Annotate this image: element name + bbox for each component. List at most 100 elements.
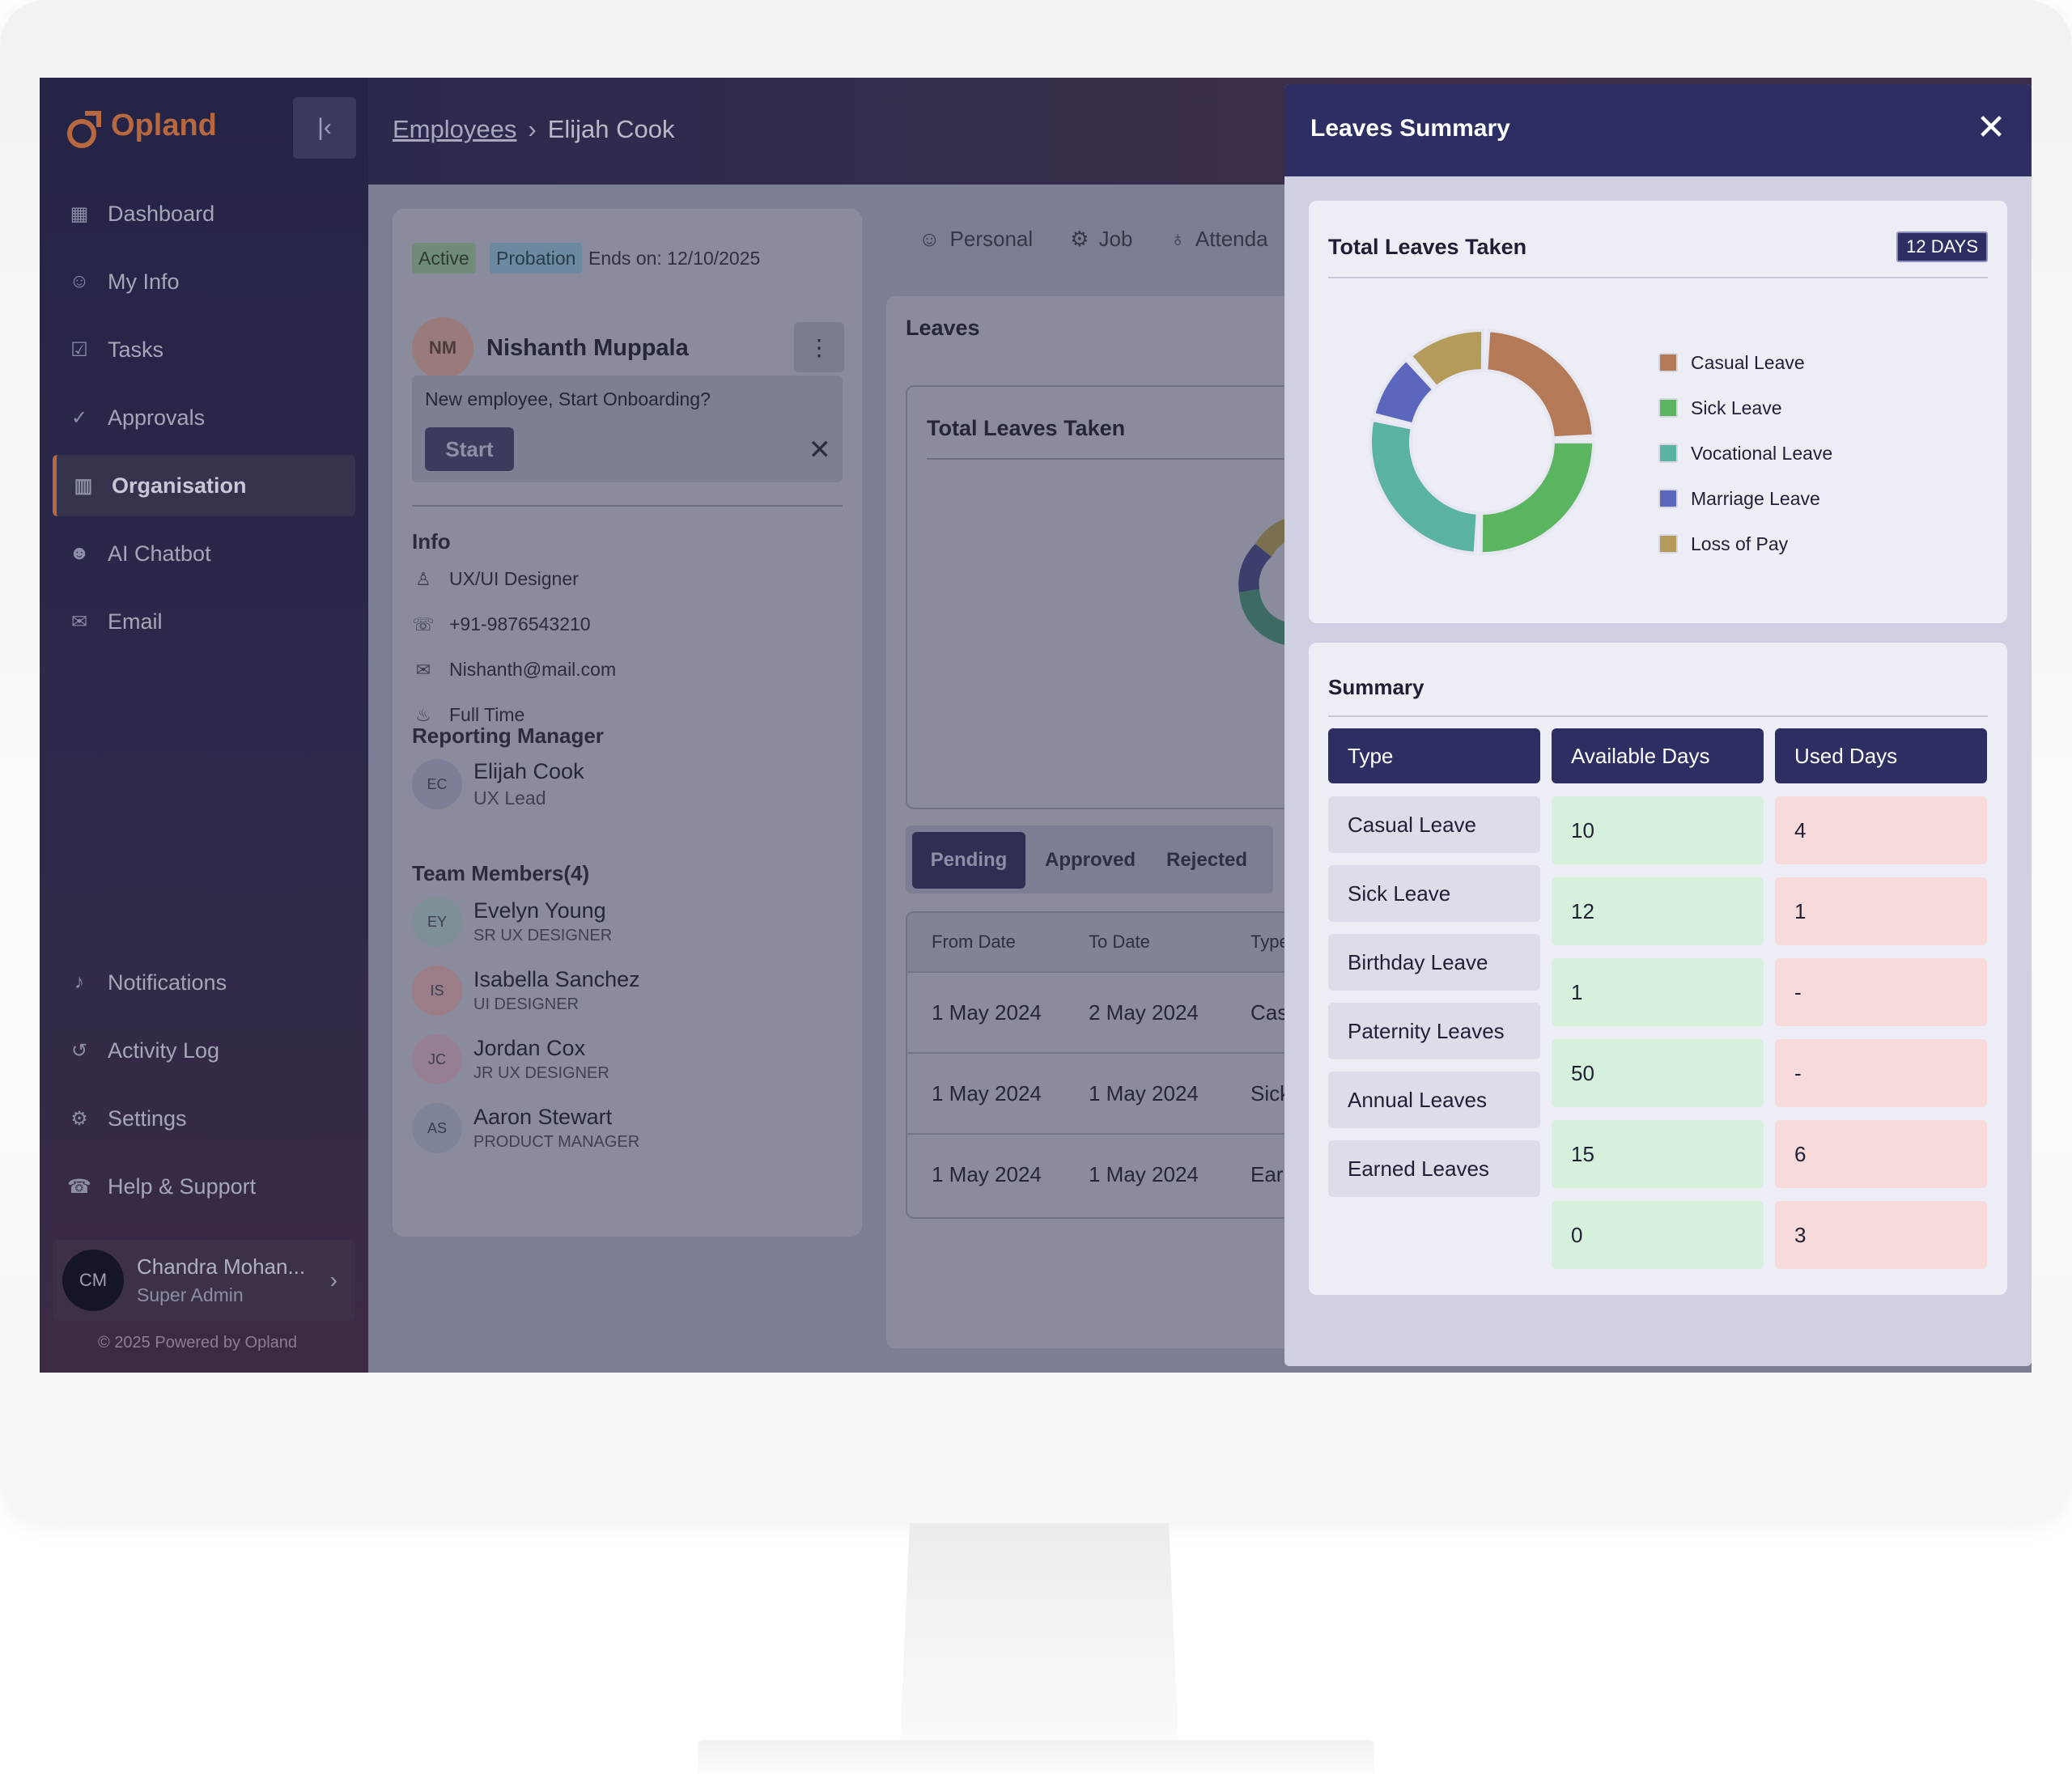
sidebar-item-ai-chatbot[interactable]: ☻ AI Chatbot xyxy=(53,523,355,584)
profile-card: Active Probation Ends on: 12/10/2025 NM … xyxy=(393,209,862,1237)
donut-slice-casual-leave[interactable] xyxy=(1484,329,1595,440)
team-members-heading: Team Members(4) xyxy=(412,861,590,885)
tab-attendance[interactable]: ♁ Attenda xyxy=(1170,227,1267,252)
tab-job[interactable]: ⚙ Job xyxy=(1070,227,1132,252)
more-options-button[interactable]: ⋮ xyxy=(794,322,844,372)
legend-swatch xyxy=(1658,489,1678,508)
partial-donut-chart xyxy=(1238,516,1293,646)
team-member[interactable]: EY Evelyn Young SR UX DESIGNER xyxy=(412,897,612,947)
column-header-type: Type xyxy=(1328,728,1540,783)
leave-type-cell: Paternity Leaves xyxy=(1328,1003,1540,1059)
sidebar-item-label: Tasks xyxy=(108,337,164,362)
legend-swatch xyxy=(1658,534,1678,554)
table-cell: 1 May 2024 xyxy=(1089,1161,1199,1186)
segment-approved[interactable]: Approved xyxy=(1045,849,1136,871)
sidebar-item-my-info[interactable]: ☺ My Info xyxy=(53,251,355,312)
legend-item[interactable]: Sick Leave xyxy=(1658,385,1832,431)
avatar: EC xyxy=(412,759,462,809)
summary-card: Summary Type Available Days Used Days Ca… xyxy=(1309,643,2007,1295)
sidebar-item-notifications[interactable]: ♪ Notifications xyxy=(53,952,355,1013)
column-header-used: Used Days xyxy=(1775,728,1987,783)
sidebar-item-label: My Info xyxy=(108,269,180,294)
member-role: JR UX DESIGNER xyxy=(473,1064,609,1082)
total-days-badge: 12 DAYS xyxy=(1896,231,1988,262)
member-name: Aaron Stewart xyxy=(473,1105,613,1129)
avatar: JC xyxy=(412,1034,462,1084)
segment-rejected[interactable]: Rejected xyxy=(1166,849,1248,871)
sidebar-item-label: Dashboard xyxy=(108,201,215,226)
member-role: PRODUCT MANAGER xyxy=(473,1133,640,1151)
avatar: EY xyxy=(412,897,462,947)
info-row: ♨ Full Time xyxy=(412,704,524,726)
legend-item[interactable]: Marriage Leave xyxy=(1658,476,1832,521)
legend-item[interactable]: Loss of Pay xyxy=(1658,521,1832,567)
legend-label: Loss of Pay xyxy=(1691,533,1789,554)
segment-pending[interactable]: Pending xyxy=(912,832,1025,889)
donut-slice-sick-leave[interactable] xyxy=(1479,439,1596,555)
legend-item[interactable]: Casual Leave xyxy=(1658,340,1832,385)
member-name: Evelyn Young xyxy=(473,898,606,923)
table-cell: 1 May 2024 xyxy=(932,1161,1042,1186)
start-onboarding-button[interactable]: Start xyxy=(425,427,514,471)
current-user-card[interactable]: CM Chandra Mohan... Super Admin › xyxy=(53,1240,355,1321)
sidebar-item-email[interactable]: ✉ Email xyxy=(53,591,355,652)
breadcrumb-employees-link[interactable]: Employees xyxy=(393,115,517,143)
collapse-sidebar-button[interactable]: |‹ xyxy=(293,97,356,159)
table-row[interactable]: 1 May 2024 1 May 2024 Sick xyxy=(907,1052,1390,1133)
leave-status-segmented-control: Pending Approved Rejected xyxy=(906,825,1273,893)
sidebar-item-organisation[interactable]: ▥ Organisation xyxy=(53,455,355,516)
sidebar-item-label: Settings xyxy=(108,1106,187,1131)
table-cell: 1 May 2024 xyxy=(932,1080,1042,1106)
person-icon: ☺ xyxy=(919,227,940,251)
building-icon: ▥ xyxy=(74,474,93,497)
sidebar-item-dashboard[interactable]: ▦ Dashboard xyxy=(53,183,355,244)
member-name: Isabella Sanchez xyxy=(473,967,640,991)
avatar: AS xyxy=(412,1103,462,1153)
tab-personal[interactable]: ☺ Personal xyxy=(919,227,1033,252)
sidebar-item-activity-log[interactable]: ↺ Activity Log xyxy=(53,1020,355,1081)
reporting-manager[interactable]: EC Elijah Cook UX Lead xyxy=(412,759,584,809)
user-role: Super Admin xyxy=(137,1284,244,1305)
team-member[interactable]: JC Jordan Cox JR UX DESIGNER xyxy=(412,1034,609,1084)
team-member[interactable]: AS Aaron Stewart PRODUCT MANAGER xyxy=(412,1103,639,1153)
info-text: +91-9876543210 xyxy=(449,613,591,634)
donut-slice-marriage-leave[interactable] xyxy=(1371,357,1437,427)
panel-header: Leaves Summary ✕ xyxy=(1284,84,2032,176)
kebab-icon: ⋮ xyxy=(808,334,830,360)
legend-item[interactable]: Vocational Leave xyxy=(1658,431,1832,476)
employee-name: Nishanth Muppala xyxy=(486,335,689,361)
table-row[interactable]: 1 May 2024 1 May 2024 Earn xyxy=(907,1133,1390,1214)
leave-type-cell: Annual Leaves xyxy=(1328,1072,1540,1128)
sidebar-item-help-support[interactable]: ☎ Help & Support xyxy=(53,1156,355,1217)
collapse-left-icon: |‹ xyxy=(317,114,332,141)
donut-segment xyxy=(1239,589,1293,646)
mail-icon: ✉ xyxy=(415,659,431,680)
donut-slice-vocational-leave[interactable] xyxy=(1369,418,1480,555)
copyright-icon: © xyxy=(98,1334,110,1352)
team-member[interactable]: IS Isabella Sanchez UI DESIGNER xyxy=(412,966,640,1016)
avatar: NM xyxy=(412,317,473,379)
total-leaves-card: Total Leaves Taken xyxy=(906,385,1396,809)
used-days-cell: - xyxy=(1775,1039,1987,1107)
close-icon: ✕ xyxy=(1976,108,2006,147)
brand-logo[interactable]: Opland xyxy=(66,108,217,148)
opland-logo-icon xyxy=(66,109,101,148)
legend-label: Marriage Leave xyxy=(1691,487,1820,509)
footer-copyright: © 2025 Powered by Opland xyxy=(98,1334,297,1352)
close-icon[interactable]: ✕ xyxy=(808,435,832,465)
mail-icon: ✉ xyxy=(70,610,88,633)
reporting-manager-heading: Reporting Manager xyxy=(412,724,604,748)
donut-segment xyxy=(1238,544,1272,592)
sidebar-item-approvals[interactable]: ✓ Approvals xyxy=(53,387,355,448)
onboarding-banner: New employee, Start Onboarding? Start ✕ xyxy=(412,376,843,482)
sidebar-item-settings[interactable]: ⚙ Settings xyxy=(53,1088,355,1149)
close-panel-button[interactable]: ✕ xyxy=(1973,110,2009,146)
donut-slice-loss-of-pay[interactable] xyxy=(1408,329,1485,390)
tab-label: Attenda xyxy=(1195,227,1268,251)
sidebar-item-label: Email xyxy=(108,609,163,634)
info-text: Full Time xyxy=(449,704,525,725)
sidebar-item-tasks[interactable]: ☑ Tasks xyxy=(53,319,355,380)
chevron-right-icon: › xyxy=(329,1267,338,1292)
leave-type-cell: Sick Leave xyxy=(1328,865,1540,922)
support-icon: ☎ xyxy=(67,1175,91,1198)
